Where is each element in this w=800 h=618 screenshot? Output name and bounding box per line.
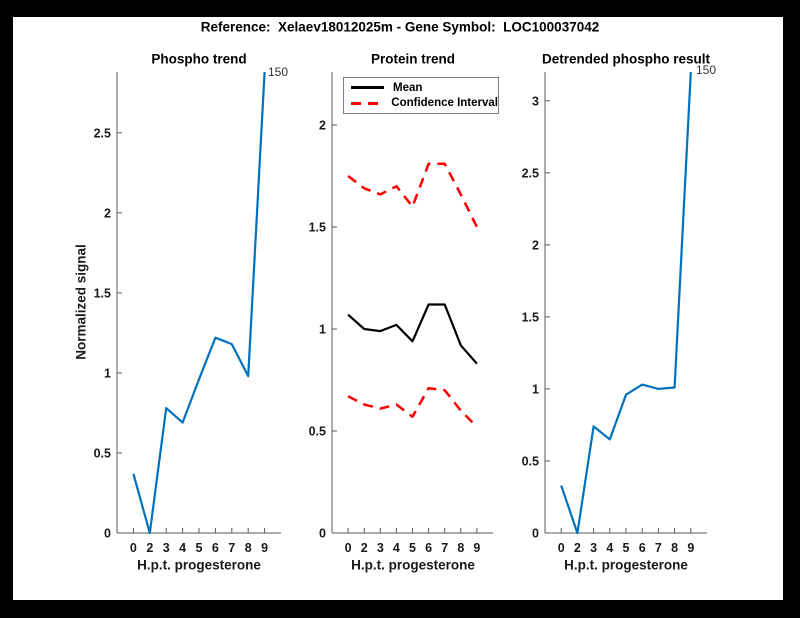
y-tick-label: 2 [532, 238, 539, 252]
peak-value-annotation-phospho: 150 [268, 65, 289, 79]
x-tick-label: 0 [130, 541, 137, 555]
x-tick-label: 6 [212, 541, 219, 555]
x-tick-label: 5 [409, 541, 416, 555]
legend-line-sample-mean [351, 86, 384, 90]
legend-entry-mean: Mean [351, 82, 498, 94]
legend-label-mean: Mean [393, 81, 423, 94]
x-tick-label: 4 [606, 541, 613, 555]
series-line-confidence-interval-upper [347, 162, 479, 228]
x-tick-label: 7 [655, 541, 662, 555]
y-tick-label: 0 [104, 527, 111, 541]
x-tick-label: 8 [245, 541, 252, 555]
x-tick-label: 8 [457, 541, 464, 555]
y-tick-label: 0 [319, 527, 326, 541]
y-tick-label: 0.5 [94, 446, 111, 460]
y-tick-label: 3 [532, 94, 539, 108]
subplot2-xlabel: H.p.t. progesterone [351, 557, 475, 573]
legend-label-ci: Confidence Interval [391, 97, 498, 110]
figure-title: Reference: Xelaev18012025m - Gene Symbol… [200, 19, 600, 35]
x-tick-label: 9 [687, 541, 694, 555]
y-tick-label: 0 [532, 527, 539, 541]
x-tick-label: 8 [671, 541, 678, 555]
series-line-detrended-phospho [560, 71, 692, 535]
peak-value-annotation-detrended: 150 [696, 63, 717, 77]
x-tick-label: 2 [574, 541, 581, 555]
subplot1-title: Phospho trend [151, 51, 247, 67]
x-tick-label: 4 [393, 541, 400, 555]
x-tick-label: 2 [146, 541, 153, 555]
y-tick-label: 2 [104, 206, 111, 220]
y-tick-label: 0.5 [309, 425, 326, 439]
legend-line-sample-confidence-interval [351, 101, 383, 105]
x-tick-label: 9 [261, 541, 268, 555]
subplot3-title: Detrended phospho result [541, 51, 711, 67]
y-tick-label: 0.5 [522, 454, 539, 468]
x-tick-label: 9 [473, 541, 480, 555]
y-tick-label: 1.5 [522, 310, 539, 324]
legend-box: Mean Confidence Interval [343, 77, 499, 114]
y-tick-label: 2.5 [94, 126, 111, 140]
x-tick-label: 6 [425, 541, 432, 555]
x-tick-label: 5 [196, 541, 203, 555]
x-tick-label: 3 [377, 541, 384, 555]
subplot3-xlabel: H.p.t. progesterone [564, 557, 688, 573]
subplot2-title: Protein trend [370, 51, 456, 67]
x-tick-label: 6 [639, 541, 646, 555]
series-line-confidence-interval-lower [347, 386, 478, 428]
y-tick-label: 1 [104, 366, 111, 380]
x-tick-label: 5 [623, 541, 630, 555]
x-tick-label: 7 [441, 541, 448, 555]
x-tick-label: 3 [590, 541, 597, 555]
y-tick-label: 2.5 [522, 166, 539, 180]
x-tick-label: 7 [228, 541, 235, 555]
subplot1-ylabel: Normalized signal [73, 244, 89, 360]
series-line-phospho-signal [132, 71, 266, 535]
x-tick-label: 2 [361, 541, 368, 555]
y-tick-label: 1 [532, 382, 539, 396]
legend-entry-ci: Confidence Interval [351, 97, 498, 109]
series-line-mean [347, 303, 478, 365]
subplot1-xlabel: H.p.t. progesterone [137, 557, 261, 573]
x-tick-label: 4 [179, 541, 186, 555]
x-tick-label: 0 [345, 541, 352, 555]
y-tick-label: 2 [319, 119, 326, 133]
y-tick-label: 1.5 [94, 286, 111, 300]
y-tick-label: 1.5 [309, 221, 326, 235]
x-tick-label: 3 [163, 541, 170, 555]
x-tick-label: 0 [558, 541, 565, 555]
y-tick-label: 1 [319, 323, 326, 337]
